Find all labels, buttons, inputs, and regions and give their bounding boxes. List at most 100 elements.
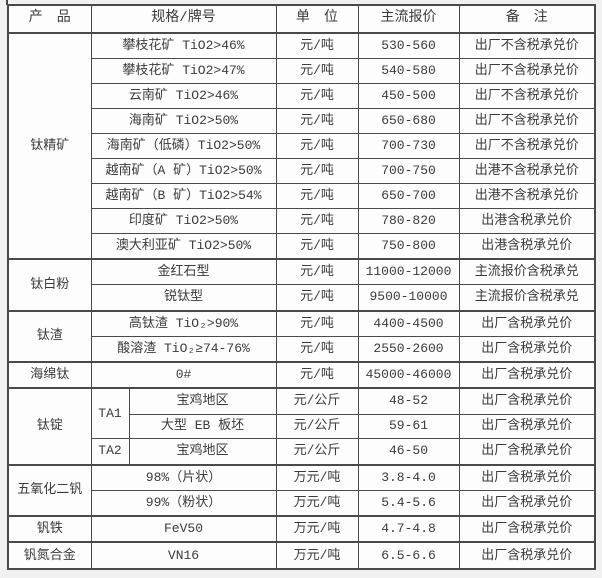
spec-cell: 锐钛型: [90, 284, 277, 312]
col-header-unit: 单 位: [275, 4, 359, 34]
table-row: 海绵钛 0# 元/吨 45000-46000 出厂含税承兑价: [7, 360, 596, 389]
spec-cell: 云南矿 TiO2>46%: [90, 83, 277, 110]
table-row: 钛渣 高钛渣 TiO₂>90% 元/吨 4400-4500 出厂含税承兑价: [7, 309, 596, 363]
table-row: 钛白粉 金红石型 元/吨 11000-12000 主流报价含税承兑: [7, 258, 596, 312]
price-cell: 650-700: [357, 183, 460, 209]
spec-cell: 酸溶渣 TiO₂≥74-76%: [90, 335, 277, 363]
spec-cell: 海南矿（低磷）TiO2>50%: [90, 133, 277, 160]
unit-cell: 元/公斤: [275, 438, 359, 466]
product-cell: 钛精矿: [7, 31, 92, 260]
price-cell: 650-680: [357, 108, 460, 135]
note-cell: 出厂不含税承兑价: [458, 108, 596, 135]
note-cell: 出厂含税承兑价: [458, 309, 596, 337]
note-cell: 出港含税承兑价: [458, 208, 596, 234]
price-cell: 59-61: [357, 413, 460, 440]
price-cell: 9500-10000: [357, 284, 460, 312]
note-cell: 出厂含税承兑价: [458, 489, 596, 517]
price-cell: 5.4-5.6: [357, 489, 460, 517]
table-row: 大型 EB 板坯 元/公斤 59-61 出厂含税承兑价: [8, 413, 596, 440]
spec-cell: 越南矿（A 矿）TiO2>50%: [90, 158, 277, 185]
unit-cell: 元/公斤: [275, 413, 359, 440]
unit-cell: 万元/吨: [275, 541, 359, 570]
unit-cell: 元/吨: [275, 335, 359, 363]
price-cell: 11000-12000: [357, 258, 460, 286]
product-cell: 钛白粉: [7, 258, 92, 312]
unit-cell: 元/吨: [275, 133, 359, 160]
table-row: 海南矿（低磷）TiO2>50% 元/吨 700-730 出厂不含税承兑价: [8, 133, 596, 160]
price-cell: 700-730: [357, 133, 460, 160]
spec-cell: VN16: [90, 541, 277, 570]
product-cell: 钛锭: [7, 387, 92, 466]
spec-cell: 印度矿 TiO2>50%: [90, 208, 277, 234]
unit-cell: 元/吨: [275, 83, 359, 110]
spec-cell: 0#: [90, 360, 277, 389]
table-row: 攀枝花矿 TiO2>47% 元/吨 540-580 出厂不含税承兑价: [8, 58, 596, 85]
price-cell: 780-820: [357, 208, 460, 234]
spec-cell: 金红石型: [90, 258, 277, 286]
table-row: 钛精矿 攀枝花矿 TiO2>46% 元/吨 530-560 出厂不含税承兑价: [7, 31, 596, 260]
unit-cell: 万元/吨: [275, 515, 359, 543]
unit-cell: 元/吨: [275, 208, 359, 234]
table-row: 钒铁 FeV50 万元/吨 4.7-4.8 出厂含税承兑价: [7, 515, 596, 543]
spec-cell: 海南矿 TiO2>50%: [90, 108, 277, 135]
price-cell: 530-560: [357, 32, 460, 60]
note-cell: 出厂不含税承兑价: [458, 83, 596, 110]
note-cell: 主流报价含税承兑: [458, 284, 596, 312]
price-cell: 4.7-4.8: [357, 515, 460, 543]
spec-cell: 越南矿（B 矿）TiO2>54%: [90, 183, 277, 209]
spec-cell: 高钛渣 TiO₂>90%: [90, 309, 277, 337]
unit-cell: 元/吨: [275, 58, 359, 85]
unit-cell: 元/吨: [275, 183, 359, 209]
price-cell: 6.5-6.6: [357, 541, 460, 570]
table-row: 印度矿 TiO2>50% 元/吨 780-820 出港含税承兑价: [8, 208, 596, 234]
table-row: 越南矿（A 矿）TiO2>50% 元/吨 700-750 出港不含税承兑价: [8, 158, 596, 185]
price-cell: 450-500: [357, 83, 460, 110]
unit-cell: 元/吨: [275, 232, 359, 260]
note-cell: 出厂含税承兑价: [458, 541, 596, 570]
spec-cell: 99%（粉状）: [90, 489, 277, 517]
table-row: 澳大利亚矿 TiO2>50% 元/吨 750-800 出港含税承兑价: [8, 232, 596, 260]
spec-cell: 大型 EB 板坯: [128, 413, 277, 440]
unit-cell: 元/吨: [275, 284, 359, 312]
spec-cell: 攀枝花矿 TiO2>46%: [90, 32, 277, 60]
spec-cell: 宝鸡地区: [128, 387, 277, 415]
table-row: 99%（粉状） 万元/吨 5.4-5.6 出厂含税承兑价: [8, 489, 596, 517]
note-cell: 主流报价含税承兑: [458, 258, 596, 286]
product-cell: 钒氮合金: [7, 541, 92, 570]
note-cell: 出港不含税承兑价: [458, 158, 596, 185]
note-cell: 出厂不含税承兑价: [458, 133, 596, 160]
grade-cell: TA1: [90, 387, 130, 440]
spec-cell: FeV50: [90, 515, 277, 543]
unit-cell: 万元/吨: [275, 463, 359, 491]
note-cell: 出港含税承兑价: [458, 232, 596, 260]
price-cell: 540-580: [357, 58, 460, 85]
header-row: 产 品 规格/牌号 单 位 主流报价 备 注: [7, 4, 596, 34]
note-cell: 出厂含税承兑价: [458, 438, 596, 466]
price-cell: 46-50: [357, 438, 460, 466]
price-cell: 700-750: [357, 158, 460, 185]
note-cell: 出厂不含税承兑价: [458, 58, 596, 85]
table-row: TA2 宝鸡地区 元/公斤 46-50 出厂含税承兑价: [8, 438, 596, 466]
table-row: 锐钛型 元/吨 9500-10000 主流报价含税承兑: [8, 284, 596, 312]
product-cell: 海绵钛: [7, 360, 92, 389]
table-row: 钛锭 TA1 宝鸡地区 元/公斤 48-52 出厂含税承兑价: [7, 387, 596, 466]
spec-cell: 宝鸡地区: [128, 438, 277, 466]
table-row: 云南矿 TiO2>46% 元/吨 450-500 出厂不含税承兑价: [8, 83, 596, 110]
note-cell: 出厂含税承兑价: [458, 463, 596, 491]
unit-cell: 元/吨: [275, 32, 359, 60]
price-cell: 45000-46000: [357, 360, 460, 389]
unit-cell: 元/吨: [275, 108, 359, 135]
note-cell: 出厂含税承兑价: [458, 515, 596, 543]
note-cell: 出厂含税承兑价: [458, 335, 596, 363]
price-cell: 750-800: [357, 232, 460, 260]
col-header-product: 产 品: [7, 4, 92, 34]
product-cell: 五氧化二钒: [7, 463, 92, 517]
col-header-spec: 规格/牌号: [90, 4, 277, 34]
note-cell: 出厂不含税承兑价: [458, 32, 596, 60]
table-row: 五氧化二钒 98%（片状） 万元/吨 3.8-4.0 出厂含税承兑价: [7, 463, 596, 517]
note-cell: 出厂含税承兑价: [458, 413, 596, 440]
product-cell: 钛渣: [7, 309, 92, 363]
col-header-note: 备 注: [458, 4, 596, 34]
unit-cell: 元/公斤: [275, 387, 359, 415]
